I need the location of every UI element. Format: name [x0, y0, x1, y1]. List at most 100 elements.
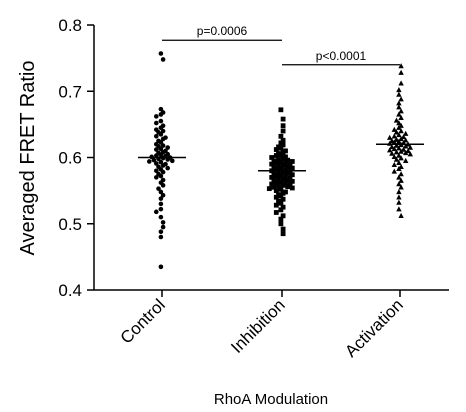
data-point-activation	[398, 148, 404, 154]
data-point-activation	[396, 194, 402, 200]
data-point-inhibition	[289, 172, 295, 178]
data-point-activation	[405, 147, 411, 154]
data-point-control	[158, 201, 164, 207]
p-value-label: p=0.0006	[197, 24, 248, 38]
data-point-inhibition	[278, 200, 284, 206]
data-point-activation	[393, 149, 400, 155]
data-point-control	[158, 132, 164, 137]
data-point-inhibition	[278, 166, 284, 172]
data-point-activation	[391, 168, 397, 174]
data-point-activation	[389, 144, 395, 150]
data-point-activation	[393, 156, 400, 162]
data-point-control	[160, 143, 166, 148]
data-point-activation	[393, 136, 400, 142]
data-point-inhibition	[269, 174, 275, 180]
data-point-activation	[398, 212, 404, 218]
data-point-control	[154, 168, 159, 174]
data-point-activation	[396, 152, 402, 158]
data-point-inhibition	[273, 188, 279, 194]
data-point-activation	[396, 174, 402, 180]
data-point-activation	[393, 117, 400, 123]
data-point-inhibition	[280, 137, 286, 143]
data-point-control	[158, 159, 164, 165]
data-point-activation	[396, 104, 402, 110]
data-point-activation	[403, 130, 409, 136]
data-point-activation	[393, 129, 400, 135]
data-point-control	[160, 169, 166, 175]
data-point-activation	[398, 155, 404, 161]
data-point-inhibition	[276, 170, 281, 176]
data-point-control	[158, 106, 164, 112]
data-point-control	[158, 173, 164, 179]
data-point-inhibition	[276, 157, 281, 162]
data-point-control	[165, 145, 170, 150]
data-point-activation	[389, 150, 395, 156]
data-point-activation	[396, 120, 402, 126]
data-point-activation	[391, 139, 397, 145]
data-point-activation	[391, 126, 397, 132]
data-point-control	[165, 165, 170, 171]
data-point-activation	[396, 165, 402, 171]
data-point-inhibition	[280, 196, 286, 202]
x-tick-label: Control	[117, 295, 169, 347]
data-point-activation	[407, 151, 413, 157]
data-point-control	[160, 220, 166, 225]
data-point-control	[158, 152, 164, 158]
data-point-activation	[403, 157, 409, 164]
data-point-activation	[396, 145, 402, 151]
data-point-control	[160, 183, 166, 188]
data-point-inhibition	[273, 202, 279, 208]
data-point-control	[147, 159, 152, 164]
data-point-control	[158, 234, 164, 240]
data-point-control	[158, 206, 164, 212]
data-point-activation	[398, 96, 404, 102]
data-point-inhibition	[276, 163, 281, 169]
data-point-inhibition	[273, 173, 279, 179]
data-point-inhibition	[280, 128, 286, 134]
y-tick-label: 0.7	[58, 82, 82, 101]
data-point-inhibition	[289, 185, 295, 191]
data-point-activation	[396, 100, 402, 106]
data-point-activation	[403, 137, 409, 143]
data-point-inhibition	[289, 178, 295, 184]
data-point-control	[154, 147, 159, 152]
data-point-activation	[398, 128, 404, 134]
data-point-activation	[398, 80, 404, 86]
data-point-inhibition	[280, 204, 286, 210]
data-point-inhibition	[276, 183, 281, 189]
data-point-activation	[396, 132, 402, 138]
data-point-activation	[396, 91, 402, 97]
data-point-activation	[396, 206, 402, 212]
data-point-inhibition	[273, 160, 279, 166]
data-point-activation	[400, 146, 407, 152]
data-point-control	[160, 136, 166, 142]
data-point-control	[154, 114, 159, 119]
data-point-inhibition	[280, 142, 286, 148]
data-point-activation	[387, 147, 393, 153]
data-point-control	[160, 128, 166, 134]
data-point-inhibition	[280, 156, 286, 162]
data-points	[147, 51, 413, 270]
data-point-inhibition	[266, 186, 272, 192]
data-point-control	[154, 209, 159, 215]
data-point-inhibition	[287, 182, 293, 188]
data-point-inhibition	[269, 155, 275, 160]
data-point-control	[170, 158, 175, 164]
data-point-inhibition	[280, 169, 286, 175]
data-point-inhibition	[280, 149, 286, 155]
data-point-control	[154, 134, 159, 139]
data-point-activation	[398, 184, 404, 190]
data-point-control	[154, 175, 159, 180]
data-point-activation	[396, 199, 402, 205]
data-point-inhibition	[280, 182, 286, 188]
data-point-control	[151, 157, 157, 163]
data-point-control	[158, 264, 164, 270]
data-point-activation	[398, 114, 404, 120]
data-point-inhibition	[289, 159, 295, 164]
data-point-control	[154, 120, 159, 126]
data-point-inhibition	[278, 133, 284, 139]
significance-brackets: p=0.0006 p<0.0001	[162, 24, 400, 66]
data-point-inhibition	[278, 145, 284, 151]
data-point-inhibition	[278, 159, 284, 165]
